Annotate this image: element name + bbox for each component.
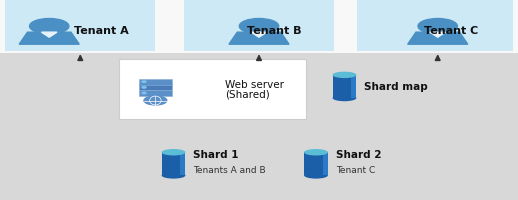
Text: (Shared): (Shared) bbox=[225, 90, 270, 99]
Text: Shard 2: Shard 2 bbox=[336, 150, 381, 160]
Ellipse shape bbox=[304, 149, 328, 156]
Bar bbox=[304, 152, 328, 176]
Ellipse shape bbox=[333, 95, 356, 102]
Text: Tenants A and B: Tenants A and B bbox=[193, 166, 266, 175]
Polygon shape bbox=[251, 33, 267, 38]
FancyBboxPatch shape bbox=[119, 60, 306, 119]
Polygon shape bbox=[41, 33, 57, 38]
Bar bbox=[323, 152, 328, 176]
Circle shape bbox=[30, 19, 69, 35]
Circle shape bbox=[142, 82, 146, 83]
Ellipse shape bbox=[333, 72, 356, 79]
Bar bbox=[333, 76, 356, 99]
Ellipse shape bbox=[162, 149, 185, 156]
Circle shape bbox=[142, 93, 146, 94]
FancyBboxPatch shape bbox=[139, 79, 172, 85]
Bar bbox=[180, 152, 185, 176]
Bar bbox=[351, 76, 356, 99]
Text: Tenant C: Tenant C bbox=[424, 26, 478, 36]
FancyBboxPatch shape bbox=[0, 0, 518, 54]
Ellipse shape bbox=[162, 172, 185, 179]
FancyBboxPatch shape bbox=[5, 0, 155, 52]
Text: Shard map: Shard map bbox=[364, 82, 428, 92]
Text: Web server: Web server bbox=[225, 80, 284, 89]
FancyBboxPatch shape bbox=[0, 54, 518, 200]
FancyBboxPatch shape bbox=[184, 0, 334, 52]
FancyBboxPatch shape bbox=[139, 90, 172, 97]
Text: Tenant C: Tenant C bbox=[336, 166, 375, 175]
Circle shape bbox=[142, 87, 146, 89]
Circle shape bbox=[418, 19, 457, 35]
Bar bbox=[162, 152, 185, 176]
Text: Shard 1: Shard 1 bbox=[193, 150, 239, 160]
Text: Tenant B: Tenant B bbox=[247, 26, 302, 36]
FancyBboxPatch shape bbox=[139, 85, 172, 91]
Polygon shape bbox=[19, 33, 79, 45]
Polygon shape bbox=[408, 33, 468, 45]
Circle shape bbox=[239, 19, 279, 35]
Polygon shape bbox=[430, 33, 445, 38]
Polygon shape bbox=[229, 33, 289, 45]
FancyBboxPatch shape bbox=[357, 0, 513, 52]
Ellipse shape bbox=[304, 172, 328, 179]
Text: Tenant A: Tenant A bbox=[74, 26, 128, 36]
Circle shape bbox=[144, 97, 167, 105]
